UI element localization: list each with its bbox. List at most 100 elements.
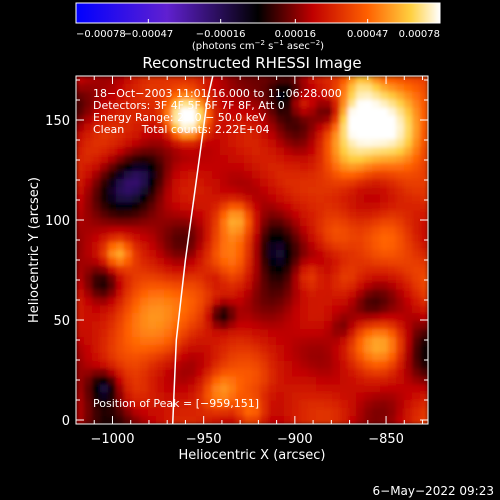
heatmap-cell — [140, 163, 149, 172]
heatmap-cell — [116, 139, 125, 148]
heatmap-cell — [380, 376, 389, 386]
heatmap-cell — [292, 155, 301, 164]
heatmap-cell — [252, 321, 261, 330]
heatmap-cell — [244, 147, 253, 156]
heatmap-cell — [84, 147, 93, 156]
heatmap-cell — [188, 344, 197, 354]
heatmap-cell — [76, 297, 85, 306]
heatmap-cell — [220, 202, 229, 212]
heatmap-cell — [156, 376, 165, 386]
heatmap-cell — [212, 163, 221, 172]
heatmap-cell — [228, 337, 237, 346]
heatmap-cell — [308, 147, 317, 156]
heatmap-cell — [236, 392, 245, 401]
heatmap-cell — [124, 360, 133, 370]
heatmap-cell — [300, 297, 309, 306]
heatmap-cell — [124, 376, 133, 386]
heatmap-cell — [388, 107, 397, 117]
heatmap-cell — [300, 131, 309, 140]
heatmap-cell — [100, 242, 109, 251]
heatmap-cell — [100, 376, 109, 386]
heatmap-cell — [252, 297, 261, 306]
heatmap-cell — [228, 392, 237, 401]
heatmap-cell — [420, 337, 428, 346]
heatmap-cell — [340, 91, 349, 101]
heatmap-cell — [92, 170, 101, 180]
heatmap-cell — [164, 226, 173, 235]
heatmap-cell — [404, 368, 413, 378]
heatmap-cell — [236, 76, 245, 85]
heatmap-cell — [196, 99, 205, 109]
heatmap-cell — [148, 408, 157, 417]
heatmap-cell — [380, 131, 389, 140]
heatmap-cell — [332, 170, 341, 180]
heatmap-cell — [332, 131, 341, 140]
heatmap-cell — [276, 313, 285, 322]
heatmap-cell — [92, 376, 101, 386]
heatmap-cell — [396, 131, 405, 140]
heatmap-cell — [156, 352, 165, 362]
heatmap-cell — [164, 155, 173, 164]
heatmap-cell — [372, 76, 381, 85]
heatmap-cell — [364, 257, 373, 267]
heatmap-cell — [396, 155, 405, 164]
colorbar-ticks — [75, 19, 441, 23]
heatmap-cell — [348, 297, 357, 306]
heatmap-cell — [260, 194, 269, 204]
heatmap-cell — [308, 242, 317, 251]
heatmap-cell — [212, 368, 221, 378]
heatmap-cell — [396, 321, 405, 330]
heatmap-cell — [228, 218, 237, 227]
heatmap-cell — [324, 131, 333, 140]
heatmap-cell — [244, 107, 253, 117]
heatmap-cell — [364, 194, 373, 204]
heatmap-cell — [404, 273, 413, 283]
heatmap-cell — [220, 297, 229, 306]
heatmap-cell — [132, 360, 141, 370]
heatmap-cell — [164, 360, 173, 370]
heatmap-cell — [180, 384, 189, 393]
heatmap-cell — [204, 83, 213, 93]
heatmap-cell — [180, 123, 189, 132]
heatmap-cell — [412, 360, 421, 370]
heatmap-cell — [412, 392, 421, 401]
heatmap-cell — [164, 337, 173, 346]
heatmap-cell — [124, 163, 133, 172]
heatmap-cell — [228, 313, 237, 322]
heatmap-cell — [420, 139, 428, 148]
heatmap-cell — [132, 202, 141, 212]
heatmap-cell — [380, 210, 389, 219]
heatmap-cell — [116, 123, 125, 132]
heatmap-cell — [108, 139, 117, 148]
heatmap-cell — [420, 226, 428, 235]
heatmap-cell — [164, 202, 173, 212]
heatmap-cell — [260, 147, 269, 156]
heatmap-cell — [188, 115, 197, 125]
heatmap-cell — [84, 344, 93, 354]
heatmap-cell — [348, 131, 357, 140]
heatmap-cell — [292, 352, 301, 362]
heatmap-cell — [228, 210, 237, 219]
heatmap-cell — [148, 155, 157, 164]
heatmap-cell — [124, 305, 133, 314]
heatmap-cell — [124, 234, 133, 243]
heatmap-cell — [236, 83, 245, 93]
heatmap-cell — [268, 147, 277, 156]
heatmap-cell — [212, 289, 221, 299]
heatmap-cell — [124, 281, 133, 291]
heatmap-cell — [364, 163, 373, 172]
heatmap-cell — [84, 313, 93, 322]
heatmap-cell — [276, 352, 285, 362]
heatmap-cell — [420, 163, 428, 172]
heatmap-cell — [284, 83, 293, 93]
heatmap-cell — [196, 313, 205, 322]
heatmap-cell — [388, 289, 397, 299]
heatmap-cell — [316, 257, 325, 267]
heatmap-cell — [124, 297, 133, 306]
heatmap-cell — [156, 123, 165, 132]
heatmap-cell — [340, 257, 349, 267]
heatmap-cell — [324, 416, 333, 424]
heatmap-cell — [372, 202, 381, 212]
heatmap-cell — [396, 305, 405, 314]
heatmap-cell — [236, 360, 245, 370]
